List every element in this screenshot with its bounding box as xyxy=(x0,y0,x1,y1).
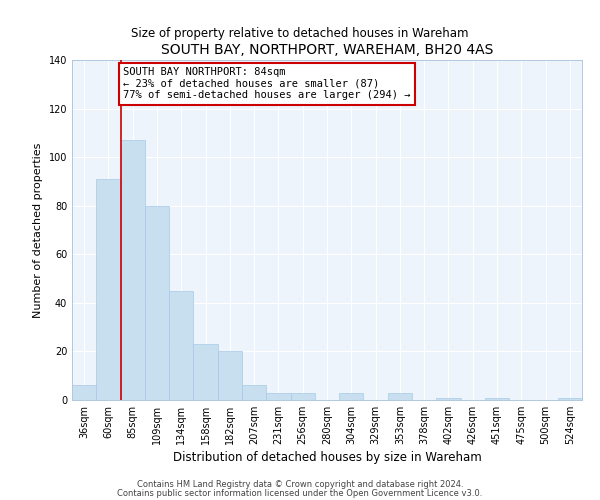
Text: Size of property relative to detached houses in Wareham: Size of property relative to detached ho… xyxy=(131,28,469,40)
Bar xyxy=(169,290,193,400)
Bar xyxy=(121,140,145,400)
Bar xyxy=(485,398,509,400)
Bar xyxy=(266,392,290,400)
Y-axis label: Number of detached properties: Number of detached properties xyxy=(33,142,43,318)
Bar xyxy=(388,392,412,400)
X-axis label: Distribution of detached houses by size in Wareham: Distribution of detached houses by size … xyxy=(173,451,481,464)
Bar xyxy=(558,398,582,400)
Bar xyxy=(242,386,266,400)
Bar xyxy=(290,392,315,400)
Title: SOUTH BAY, NORTHPORT, WAREHAM, BH20 4AS: SOUTH BAY, NORTHPORT, WAREHAM, BH20 4AS xyxy=(161,44,493,58)
Bar xyxy=(218,352,242,400)
Bar xyxy=(339,392,364,400)
Bar xyxy=(145,206,169,400)
Text: SOUTH BAY NORTHPORT: 84sqm
← 23% of detached houses are smaller (87)
77% of semi: SOUTH BAY NORTHPORT: 84sqm ← 23% of deta… xyxy=(123,68,410,100)
Bar xyxy=(436,398,461,400)
Bar xyxy=(72,386,96,400)
Bar xyxy=(96,179,121,400)
Text: Contains HM Land Registry data © Crown copyright and database right 2024.: Contains HM Land Registry data © Crown c… xyxy=(137,480,463,489)
Text: Contains public sector information licensed under the Open Government Licence v3: Contains public sector information licen… xyxy=(118,488,482,498)
Bar xyxy=(193,344,218,400)
